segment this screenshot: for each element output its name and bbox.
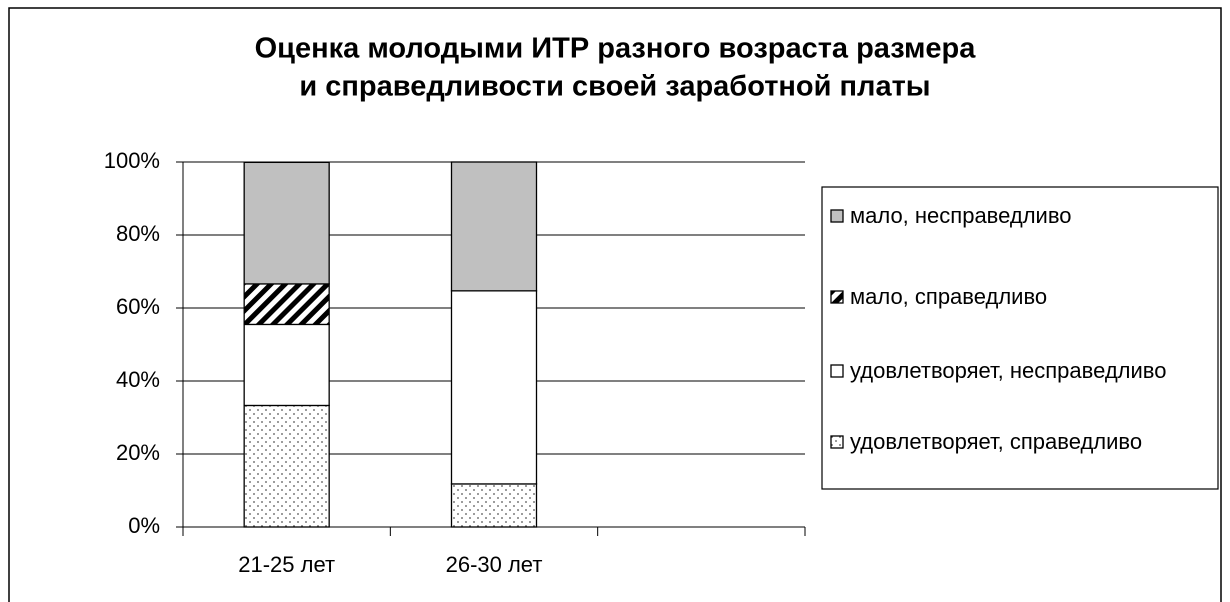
- legend-label: удовлетворяет, несправедливо: [850, 358, 1167, 383]
- bar-segment: [243, 323, 330, 407]
- bar-segment: [450, 290, 538, 485]
- y-tick-label: 40%: [116, 367, 160, 392]
- bar-segment: [243, 404, 330, 528]
- legend-item: мало, несправедливо: [830, 201, 1215, 231]
- legend-swatch: [830, 435, 844, 449]
- y-tick-label: 100%: [104, 148, 160, 173]
- legend-swatch: [830, 364, 844, 378]
- y-tick-label: 20%: [116, 440, 160, 465]
- legend-swatch-box: [830, 209, 844, 223]
- bar-segment: [243, 161, 330, 285]
- y-tick-label: 80%: [116, 221, 160, 246]
- legend-box: [821, 186, 1219, 490]
- legend-label: мало, справедливо: [850, 284, 1048, 309]
- legend-swatch: [830, 209, 844, 223]
- y-tick-label: 60%: [116, 294, 160, 319]
- x-tick-label: 26-30 лет: [446, 552, 543, 577]
- y-tick-label: 0%: [128, 513, 160, 538]
- legend-item: мало, справедливо: [830, 282, 1215, 312]
- legend-label: удовлетворяет, справедливо: [850, 429, 1143, 454]
- legend-swatch-box: [830, 435, 844, 449]
- bar-segment: [243, 283, 330, 326]
- legend-swatch: [830, 290, 844, 304]
- bar-segment: [450, 483, 538, 528]
- chart-title: Оценка молодыми ИТР разного возраста раз…: [255, 33, 977, 65]
- chart-title: и справедливости своей заработной платы: [299, 71, 930, 103]
- legend-item: удовлетворяет, несправедливо: [830, 356, 1215, 386]
- legend-item: удовлетворяет, справедливо: [830, 427, 1215, 457]
- legend-swatch-box: [830, 364, 844, 378]
- legend-label: мало, несправедливо: [850, 203, 1072, 228]
- x-tick-label: 21-25 лет: [238, 552, 335, 577]
- bar-segment: [450, 161, 538, 292]
- legend-swatch-box: [830, 290, 844, 304]
